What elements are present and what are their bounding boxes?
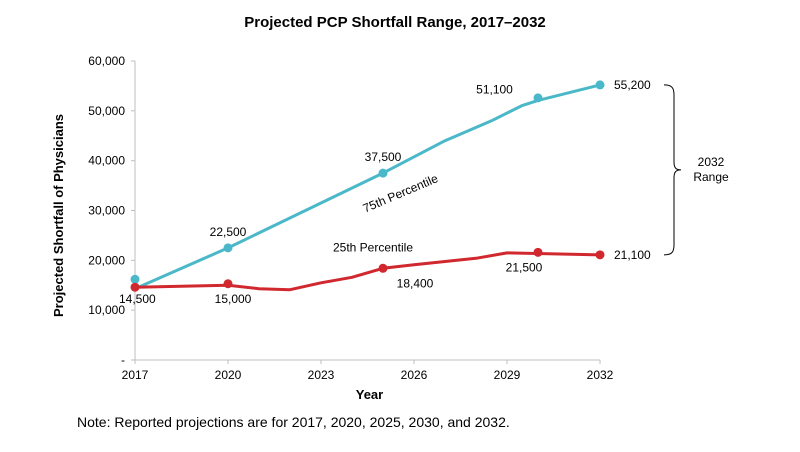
- y-tick-label: 50,000: [88, 104, 125, 118]
- data-point: [533, 93, 543, 103]
- data-label: 18,400: [397, 276, 434, 290]
- y-tick-label: 60,000: [88, 54, 125, 68]
- range-label-line2: Range: [693, 170, 729, 184]
- data-label: 14,500: [119, 292, 156, 306]
- data-point: [223, 279, 233, 289]
- range-label-line1: 2032: [698, 155, 725, 169]
- data-label: 21,500: [506, 260, 543, 274]
- data-label: 55,200: [614, 78, 651, 92]
- data-point: [223, 243, 233, 253]
- x-axis-title: Year: [356, 387, 383, 402]
- data-point: [130, 282, 140, 292]
- y-tick-label: 10,000: [88, 303, 125, 317]
- axes: - 10,000 20,000 30,000 40,000 50,000 60,000 201…: [51, 54, 614, 402]
- x-tick-label: 2023: [308, 368, 335, 382]
- y-tick-label: 20,000: [88, 253, 125, 267]
- x-tick-label: 2032: [587, 368, 614, 382]
- data-label: 15,000: [215, 292, 252, 306]
- y-tick-label: -: [121, 353, 125, 367]
- y-tick-label: 30,000: [88, 204, 125, 218]
- footnote: Note: Reported projections are for 2017,…: [77, 414, 510, 430]
- x-tick-label: 2017: [122, 368, 149, 382]
- series-line: [134, 251, 601, 292]
- data-point: [533, 247, 543, 257]
- y-tick-label: 40,000: [88, 154, 125, 168]
- range-bracket: [663, 84, 682, 256]
- data-point: [595, 250, 605, 260]
- chart-title: Projected PCP Shortfall Range, 2017–2032: [244, 14, 546, 31]
- series-layer: [130, 80, 605, 292]
- data-point: [130, 274, 140, 284]
- data-point: [378, 263, 388, 273]
- series-name-label: 25th Percentile: [333, 240, 413, 254]
- y-axis-title: Projected Shortfall of Physicians: [51, 114, 66, 317]
- x-tick-label: 2020: [215, 368, 242, 382]
- data-label: 37,500: [365, 150, 402, 164]
- data-label: 51,100: [476, 82, 513, 96]
- x-tick-label: 2029: [494, 368, 521, 382]
- data-label: 22,500: [210, 225, 247, 239]
- series-line: [134, 83, 601, 291]
- data-label: 21,100: [614, 248, 651, 262]
- data-point: [595, 80, 605, 90]
- x-tick-label: 2026: [401, 368, 428, 382]
- data-point: [378, 168, 388, 178]
